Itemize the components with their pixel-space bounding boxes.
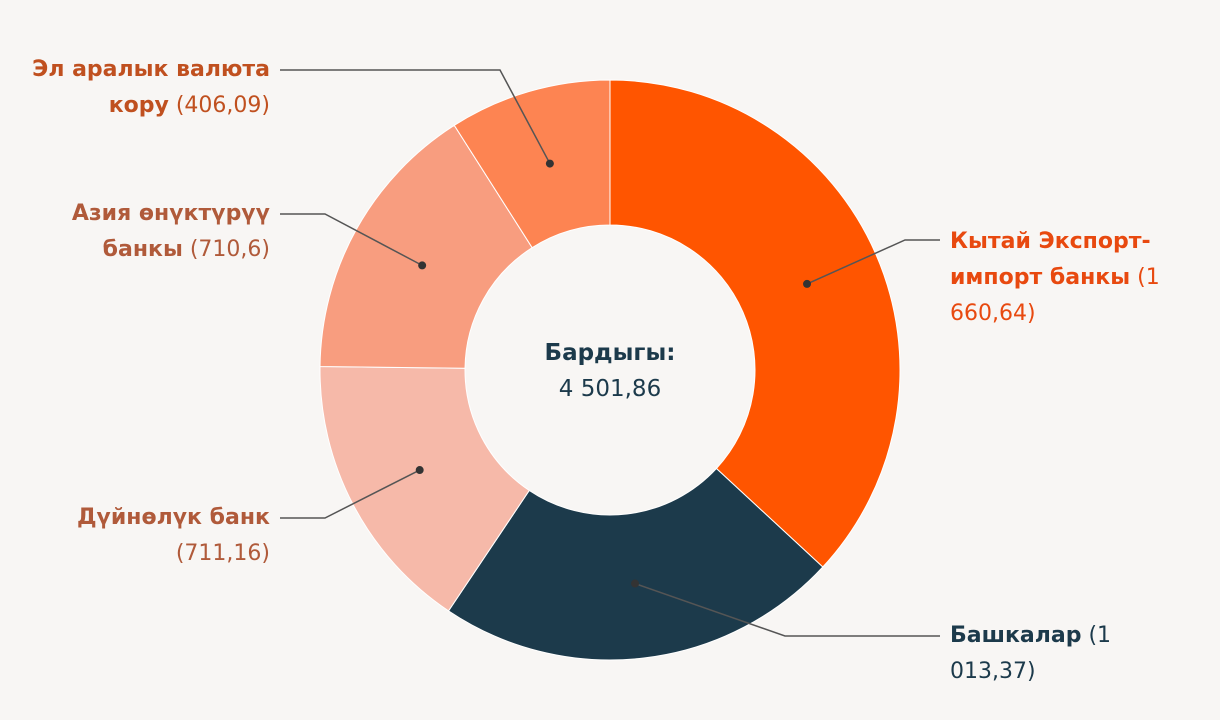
leader-line (280, 69, 551, 164)
category-name: Азия өнүктүрүү банкы (71, 201, 270, 262)
leader-dot (545, 159, 554, 168)
leader-dot (803, 279, 812, 288)
value-label: (1 013,37) (950, 623, 1112, 684)
value-label: (710,6) (189, 237, 270, 262)
value-label: (406,09) (175, 93, 270, 118)
leader-line (806, 239, 940, 285)
category-name: Дүйнөлүк банк (76, 505, 270, 530)
slice-label: Башкалар (1 013,37) (950, 618, 1170, 690)
value-label: (1 660,64) (950, 265, 1160, 326)
slice (319, 124, 533, 369)
leader-dot (415, 466, 424, 475)
slice-label: Азия өнүктүрүү банкы (710,6) (70, 196, 270, 268)
value-label: (711,16) (175, 541, 270, 566)
category-name: Эл аралык валюта кору (32, 57, 270, 118)
slice-label: Дүйнөлүк банк (711,16) (50, 500, 270, 572)
slice (453, 79, 611, 249)
slice (319, 365, 530, 612)
center-title: Бардыгы: (544, 340, 676, 366)
leader-line (280, 469, 421, 519)
leader-line (634, 582, 940, 637)
slice-label: Эл аралык валюта кору (406,09) (20, 52, 270, 124)
leader-line (280, 213, 423, 267)
leader-dot (631, 579, 640, 588)
category-name: Кытай Экспорт-импорт банкы (950, 229, 1151, 290)
leader-dot (418, 261, 427, 270)
slice-label: Кытай Экспорт-импорт банкы (1 660,64) (950, 224, 1180, 332)
category-name: Башкалар (950, 623, 1082, 648)
center-label: Бардыгы: 4 501,86 (460, 335, 760, 407)
slice (447, 467, 824, 661)
center-value: 4 501,86 (558, 376, 662, 402)
slice (609, 79, 901, 568)
